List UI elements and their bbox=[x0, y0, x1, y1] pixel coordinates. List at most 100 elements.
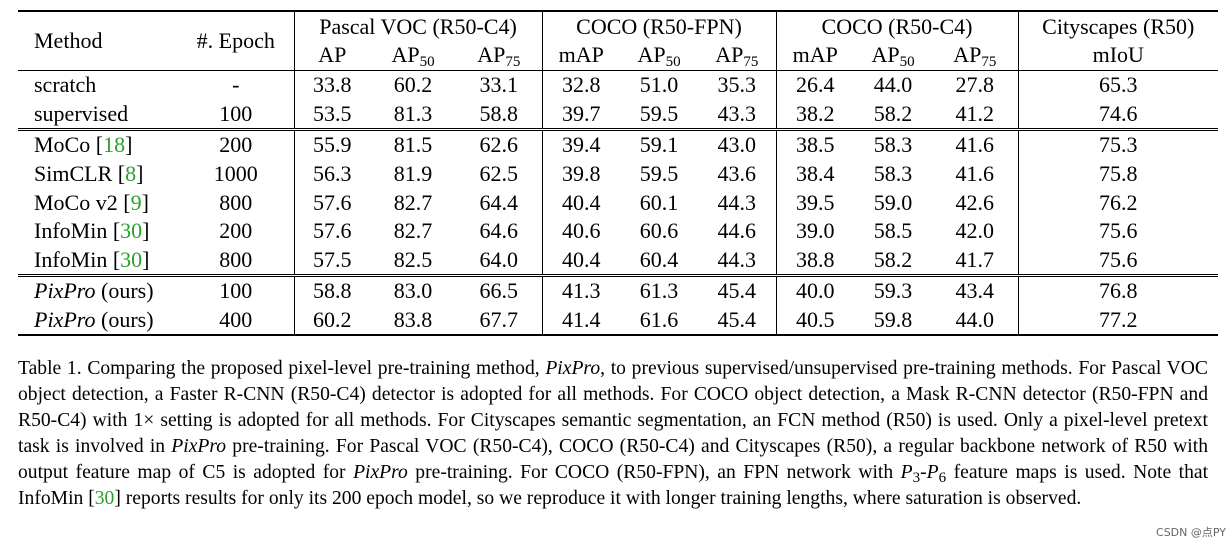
value-cell: 58.8 bbox=[293, 274, 370, 306]
value-cell: 60.6 bbox=[639, 218, 679, 244]
value-cell: 41.7 bbox=[955, 246, 995, 272]
value-cell: 74.6 bbox=[1017, 99, 1218, 130]
results-table: Method #. Epoch Pascal VOC (R50-C4) COCO… bbox=[18, 10, 1218, 337]
value-cell: 45.4 bbox=[698, 305, 776, 337]
value-cell: 53.5 bbox=[293, 99, 370, 130]
value-cell: 41.6 bbox=[932, 128, 1018, 160]
value-cell: 62.6 bbox=[456, 128, 542, 160]
value-cell: 44.3 bbox=[717, 246, 757, 272]
value-cell: 38.8 bbox=[775, 245, 854, 276]
value-cell: 56.3 bbox=[293, 159, 370, 189]
metric-header: AP75 bbox=[715, 42, 759, 70]
value-cell: 26.4 bbox=[775, 69, 854, 100]
value-cell: 44.3 bbox=[717, 189, 757, 215]
citation-link[interactable]: 8 bbox=[125, 161, 137, 187]
value-cell: 38.4 bbox=[775, 159, 854, 189]
value-cell: 75.3 bbox=[1017, 128, 1218, 160]
value-cell: 58.3 bbox=[873, 161, 913, 187]
epoch-cell: - bbox=[178, 69, 294, 100]
value-cell: 33.1 bbox=[456, 69, 542, 100]
value-cell: 42.6 bbox=[955, 189, 995, 215]
caption-text: pre-training. For Pascal VOC (R50-C4), C… bbox=[18, 436, 1208, 483]
value-cell: 82.7 bbox=[393, 189, 433, 215]
value-cell: 66.5 bbox=[456, 274, 542, 306]
method-cell: MoCo [18] bbox=[18, 128, 178, 160]
metric-header: AP75 bbox=[953, 42, 997, 70]
value-cell: 32.8 bbox=[541, 69, 620, 100]
value-cell: 64.6 bbox=[479, 218, 519, 244]
value-cell: 43.6 bbox=[717, 161, 757, 187]
caption-text: pre-training. For COCO (R50-FPN), an FPN… bbox=[407, 462, 901, 483]
method-cell: PixPro (ours) bbox=[18, 305, 178, 337]
value-cell: 60.2 bbox=[293, 305, 370, 337]
citation-link[interactable]: 18 bbox=[103, 132, 126, 158]
value-cell: 40.5 bbox=[775, 305, 854, 337]
epoch-cell: 800 bbox=[219, 189, 253, 215]
table-row: MoCo [18] 200 55.9 81.5 62.6 39.4 59.1 43.0 38.5… bbox=[18, 128, 1218, 160]
caption-text: PixPro bbox=[545, 358, 601, 379]
value-cell: 41.4 bbox=[541, 305, 620, 337]
table-body: scratch -33.8 60.2 33.1 32.8 51.0 35.3 26.4 44.0… bbox=[18, 69, 1218, 337]
citation-link[interactable]: 30 bbox=[120, 246, 143, 272]
value-cell: 59.8 bbox=[854, 305, 932, 337]
value-cell: 59.3 bbox=[854, 274, 932, 306]
value-cell: 40.6 bbox=[541, 216, 620, 246]
table-caption: Table 1. Comparing the proposed pixel-le… bbox=[18, 356, 1208, 512]
table-row: supervised 100 53.5 81.3 58.8 39.7 59.5 43.3 38.… bbox=[18, 99, 1218, 130]
table-row: PixPro (ours) 100 58.8 83.0 66.5 41.3 61.3 45.4… bbox=[18, 274, 1218, 306]
metric-header: mIoU bbox=[1017, 40, 1218, 71]
caption-label: Table 1. bbox=[18, 358, 82, 379]
value-cell: 59.0 bbox=[873, 189, 913, 215]
method-cell: InfoMin [30] bbox=[34, 246, 150, 272]
method-cell: InfoMin [30] bbox=[34, 218, 150, 244]
value-cell: 59.1 bbox=[620, 128, 698, 160]
table-row: PixPro (ours) 400 60.2 83.8 67.7 41.4 61.6 45.4… bbox=[18, 305, 1218, 337]
caption-text: P bbox=[926, 462, 939, 483]
citation-link[interactable]: 30 bbox=[120, 218, 143, 244]
value-cell: 67.7 bbox=[456, 305, 542, 337]
value-cell: 41.2 bbox=[955, 100, 995, 126]
value-cell: 41.3 bbox=[541, 274, 620, 306]
value-cell: 27.8 bbox=[932, 69, 1018, 100]
value-cell: 61.3 bbox=[620, 274, 698, 306]
caption-text: - bbox=[920, 462, 927, 483]
metric-header-row: AP AP50 AP75 mAP AP50 AP75 mAP AP50 AP75 mIoU bbox=[18, 40, 1218, 71]
value-cell: 61.6 bbox=[620, 305, 698, 337]
method-cell: scratch bbox=[18, 69, 178, 100]
metric-header: AP50 bbox=[637, 42, 681, 70]
method-header: Method bbox=[34, 28, 103, 53]
value-cell: 57.6 bbox=[293, 216, 370, 246]
method-cell: SimCLR [8] bbox=[34, 161, 144, 187]
value-cell: 39.5 bbox=[775, 188, 854, 217]
caption-text: PixPro bbox=[353, 462, 408, 483]
caption-text: , to previous supervised/unsupervised pr… bbox=[18, 358, 1208, 457]
group-header-coco-fpn: COCO (R50-FPN) bbox=[541, 11, 776, 40]
value-cell: 64.0 bbox=[479, 246, 519, 272]
caption-text: P bbox=[900, 462, 913, 483]
epoch-cell: 400 bbox=[178, 305, 294, 337]
value-cell: 58.8 bbox=[479, 100, 519, 126]
group-header-cityscapes: Cityscapes (R50) bbox=[1017, 11, 1218, 40]
value-cell: 39.7 bbox=[541, 99, 620, 130]
epoch-cell: 800 bbox=[219, 246, 253, 272]
caption-text: 3 bbox=[912, 470, 921, 486]
value-cell: 39.4 bbox=[541, 128, 620, 160]
epoch-header: #. Epoch bbox=[196, 28, 275, 53]
value-cell: 77.2 bbox=[1017, 305, 1218, 337]
value-cell: 75.6 bbox=[1017, 216, 1218, 246]
value-cell: 44.0 bbox=[854, 69, 932, 100]
value-cell: 43.0 bbox=[698, 128, 776, 160]
citation-link[interactable]: 30 bbox=[94, 488, 115, 509]
value-cell: 82.7 bbox=[393, 218, 433, 244]
value-cell: 39.0 bbox=[775, 216, 854, 246]
method-cell: MoCo v2 [9] bbox=[34, 189, 149, 215]
value-cell: 55.9 bbox=[293, 128, 370, 160]
metric-header: AP75 bbox=[477, 42, 521, 70]
epoch-cell: 200 bbox=[178, 128, 294, 160]
caption-text: ] reports results for only its 200 epoch… bbox=[114, 488, 1082, 509]
citation-link[interactable]: 9 bbox=[130, 189, 142, 215]
value-cell: 38.5 bbox=[775, 128, 854, 160]
value-cell: 81.5 bbox=[370, 128, 456, 160]
caption-text: PixPro bbox=[171, 436, 227, 457]
method-cell: supervised bbox=[34, 100, 129, 126]
